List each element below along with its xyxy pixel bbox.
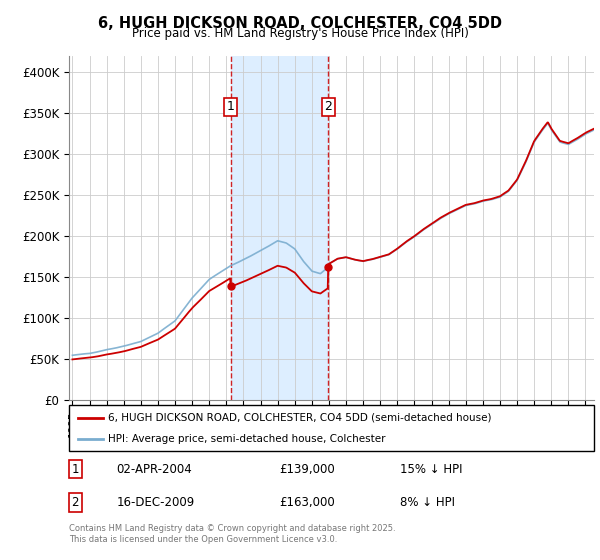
Text: Contains HM Land Registry data © Crown copyright and database right 2025.: Contains HM Land Registry data © Crown c… [69,524,395,533]
Text: 2: 2 [71,496,79,509]
Text: 8% ↓ HPI: 8% ↓ HPI [400,496,455,509]
Text: 16-DEC-2009: 16-DEC-2009 [116,496,194,509]
Text: 15% ↓ HPI: 15% ↓ HPI [400,463,462,475]
Text: HPI: Average price, semi-detached house, Colchester: HPI: Average price, semi-detached house,… [109,434,386,444]
Text: £139,000: £139,000 [279,463,335,475]
Text: £163,000: £163,000 [279,496,335,509]
Text: 1: 1 [227,100,235,113]
Text: Price paid vs. HM Land Registry's House Price Index (HPI): Price paid vs. HM Land Registry's House … [131,27,469,40]
Text: 6, HUGH DICKSON ROAD, COLCHESTER, CO4 5DD (semi-detached house): 6, HUGH DICKSON ROAD, COLCHESTER, CO4 5D… [109,413,492,423]
Text: 2: 2 [325,100,332,113]
Text: 1: 1 [71,463,79,475]
Text: This data is licensed under the Open Government Licence v3.0.: This data is licensed under the Open Gov… [69,535,337,544]
Text: 02-APR-2004: 02-APR-2004 [116,463,192,475]
Text: 6, HUGH DICKSON ROAD, COLCHESTER, CO4 5DD: 6, HUGH DICKSON ROAD, COLCHESTER, CO4 5D… [98,16,502,31]
Bar [230,56,328,400]
